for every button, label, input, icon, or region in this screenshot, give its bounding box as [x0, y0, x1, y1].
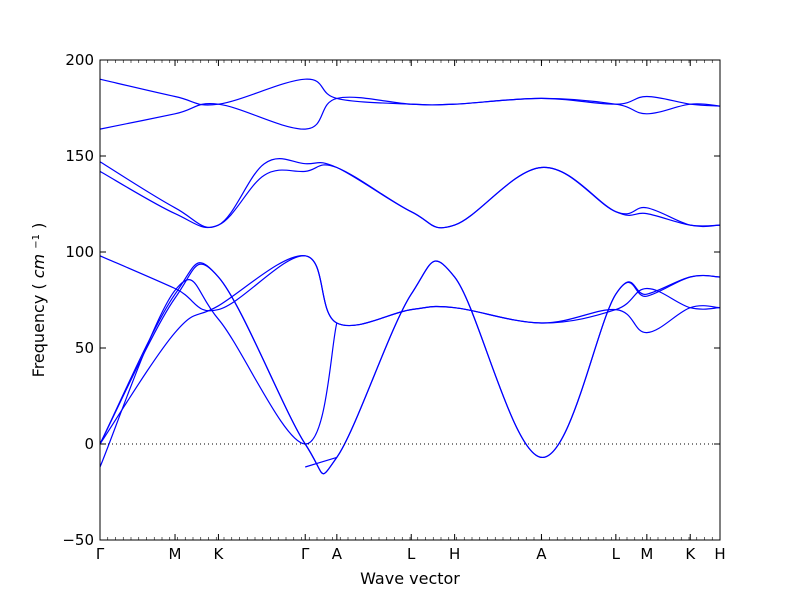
x-tick-label: M — [169, 545, 182, 563]
x-tick-label: Γ — [301, 545, 310, 563]
y-axis-label-close-paren: ) — [29, 223, 48, 229]
y-axis-label-text: Frequency — [29, 295, 48, 378]
band-line — [99, 158, 721, 229]
y-tick-label: 150 — [65, 147, 94, 165]
band-line — [99, 279, 338, 468]
band-lines — [99, 78, 721, 475]
y-axis-label: Frequency ( cm −1 ) — [29, 223, 48, 378]
y-axis-ticks: −50 0 50 100 150 200 — [62, 51, 720, 549]
x-tick-label: L — [612, 545, 621, 563]
y-axis-label-unit-exp: −1 — [31, 234, 42, 249]
x-tick-label: M — [640, 545, 653, 563]
x-tick-label: L — [407, 545, 416, 563]
band-line — [99, 260, 721, 475]
x-axis-label: Wave vector — [360, 569, 460, 588]
band-line — [99, 96, 721, 130]
x-tick-label: K — [685, 545, 696, 563]
y-tick-label: 200 — [65, 51, 94, 69]
y-tick-label: 50 — [75, 339, 94, 357]
x-tick-label: K — [213, 545, 224, 563]
y-axis-label-open-paren: ( — [29, 283, 48, 289]
x-tick-label: H — [449, 545, 460, 563]
band-line — [99, 260, 721, 475]
x-tick-label: A — [536, 545, 547, 563]
x-tick-label: A — [332, 545, 343, 563]
plot-frame — [99, 59, 721, 541]
y-tick-label: 100 — [65, 243, 94, 261]
band-line — [99, 164, 721, 229]
y-tick-label: 0 — [84, 435, 94, 453]
y-axis-label-unit: cm — [29, 254, 48, 278]
band-line — [99, 255, 721, 445]
y-tick-label: −50 — [62, 531, 94, 549]
band-line — [99, 78, 721, 107]
x-tick-label: H — [714, 545, 725, 563]
band-line — [305, 456, 337, 468]
x-tick-label: Γ — [96, 545, 105, 563]
